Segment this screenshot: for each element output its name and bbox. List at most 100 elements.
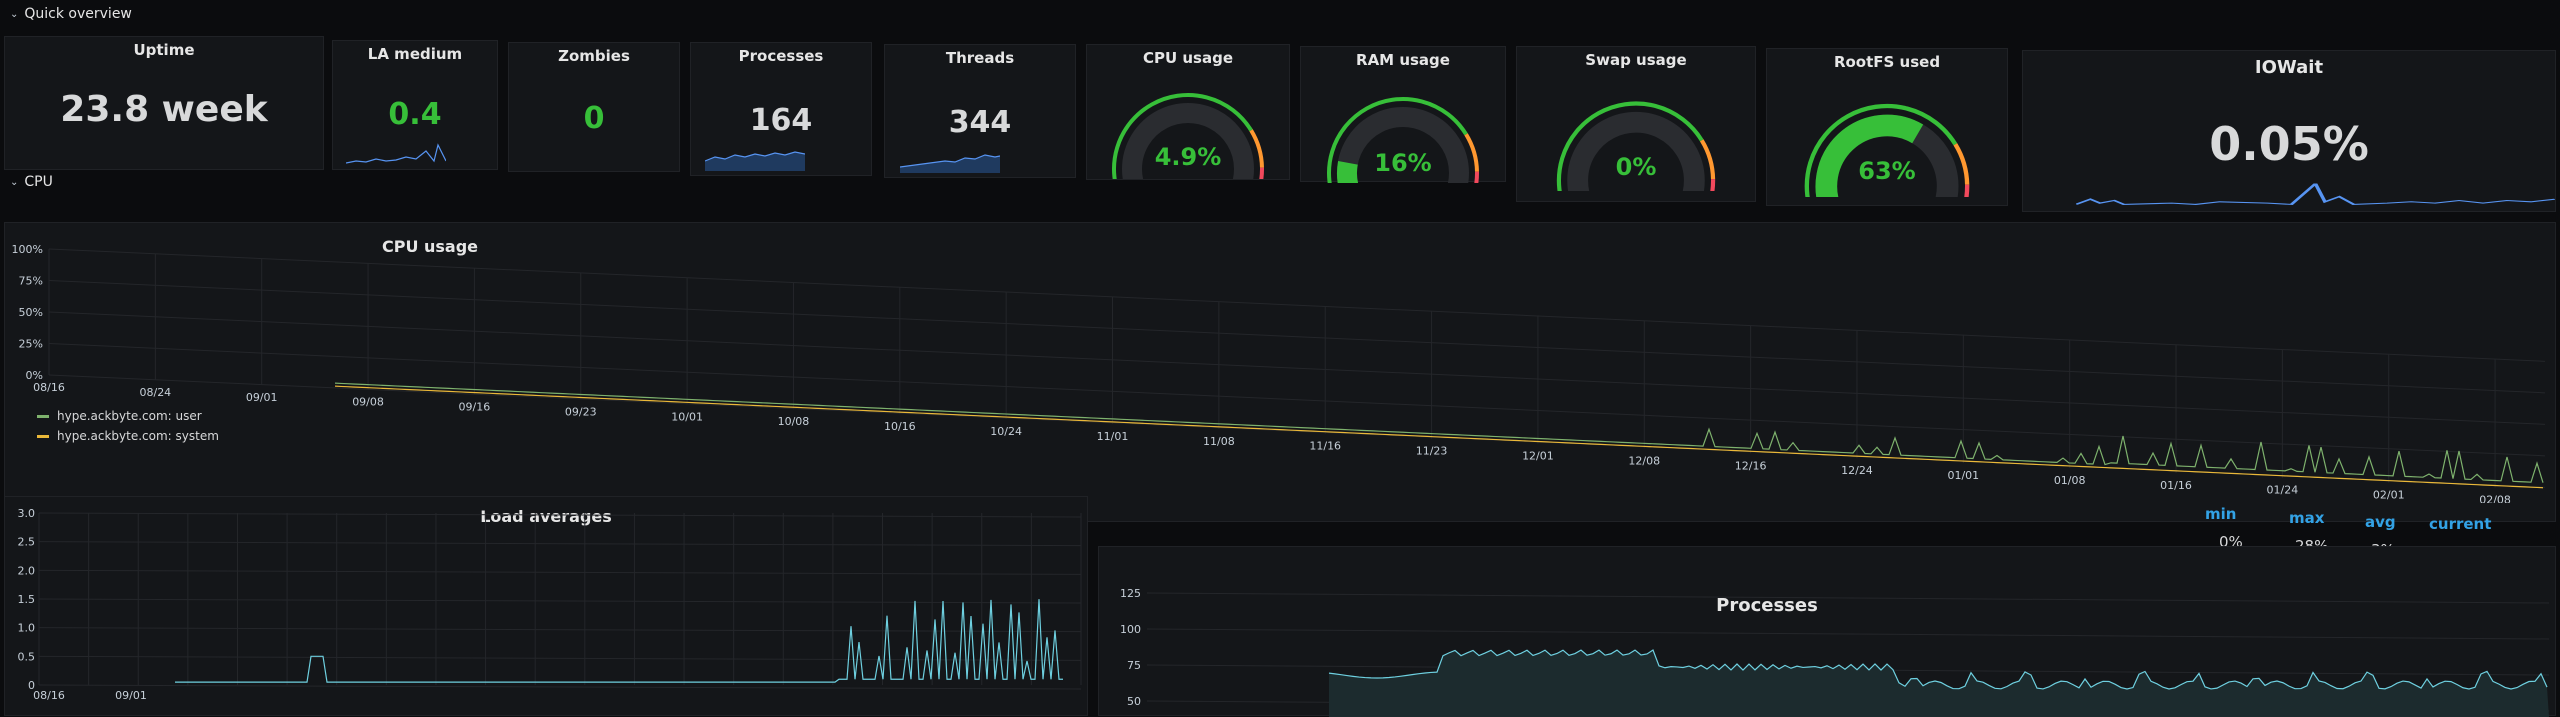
load-averages-chart-panel[interactable]: Load averages 3.0 2.5 2.0 1.5 1.0 0.5 0 08/16 09… [4,496,1088,716]
grid-line [38,541,1082,547]
la-medium-panel[interactable]: LA medium 0.4 [332,40,498,170]
gauge-value: 0% [1615,153,1657,181]
chevron-down-icon: ⌄ [10,8,19,20]
x-tick-label: 11/01 [1097,430,1129,443]
panel-title: CPU usage [1142,49,1234,67]
y-tick-label: 25% [19,338,43,351]
y-tick-label: 125 [1120,587,1141,600]
iowait-panel[interactable]: IOWait 0.05% [2022,50,2556,212]
y-tick-label: 75 [1127,659,1141,672]
zombies-panel[interactable]: Zombies 0 [508,42,680,172]
swap-usage-gauge-panel[interactable]: Swap usage 0% [1516,46,1756,202]
gauge-threshold-band [1464,133,1479,172]
legend-header-min[interactable]: min [2205,505,2237,523]
panel-title: Threads [945,49,1015,67]
y-tick-label: 1.5 [18,593,36,606]
grid-line [38,512,1082,518]
sparkline [2076,183,2555,206]
gauge-track [1122,103,1254,179]
row-cpu[interactable]: ⌄ CPU [10,174,53,190]
legend-header-avg[interactable]: avg [2365,513,2396,531]
gauge-value: 16% [1374,149,1432,177]
sparkline [346,143,447,164]
x-tick-label: 12/24 [1841,464,1873,477]
y-tick-label: 0% [26,369,43,382]
sparkline [900,154,1001,173]
gauge-arc [1804,103,1970,197]
x-tick-label: 08/16 [33,381,65,394]
grid-line [48,248,2546,362]
y-tick-label: 100 [1120,623,1141,636]
row-quick-overview[interactable]: ⌄ Quick overview [10,6,132,22]
gauge-threshold-band [1327,97,1468,183]
load-averages-chart: 3.0 2.5 2.0 1.5 1.0 0.5 008/16 09/01 [18,507,1082,702]
cpu-usage-gauge-panel[interactable]: CPU usage 4.9% [1086,44,1290,180]
grid-line [38,569,1082,575]
gauge-threshold-band [1953,143,1970,185]
uptime-panel[interactable]: Uptime 23.8 week [4,36,324,170]
panel-title: Processes [738,47,824,65]
rootfs-used-gauge-panel[interactable]: RootFS used 63% [1766,48,2008,206]
grid-line [38,598,1082,604]
gauge-threshold-band [1259,167,1264,179]
grid-line [48,280,2546,394]
legend-item-system[interactable]: hype.ackbyte.com: system [37,429,219,443]
y-tick-label: 2.5 [18,536,36,549]
grid-line [1146,628,2550,640]
row-title-label: CPU [24,174,53,190]
x-tick-label: 12/08 [1628,454,1660,467]
stat-value: 0.05% [2209,117,2369,171]
processes-chart-panel[interactable]: Processes 125 100 75 50 [1098,546,2556,717]
sparkline [705,151,806,171]
legend-label: hype.ackbyte.com: system [57,429,219,443]
series-line-load [175,599,1063,683]
grid-line [1146,592,2550,604]
y-tick-label: 0.5 [18,650,36,663]
grid-line [38,655,1082,661]
chevron-down-icon: ⌄ [10,176,19,188]
legend-header-max[interactable]: max [2289,509,2325,527]
x-tick-label: 02/01 [2373,489,2405,502]
processes-chart: 125 100 75 50 [1120,587,2550,717]
stat-value: 344 [948,105,1012,140]
panel-title: IOWait [2254,57,2324,78]
gauge-threshold-band [1112,93,1253,179]
chart-title: Processes [1716,595,1818,616]
x-tick-label: 09/23 [565,405,597,418]
gauge-fill [1815,114,1924,197]
y-tick-label: 3.0 [18,507,36,520]
panel-title: Uptime [133,41,195,59]
y-tick-label: 0 [28,679,35,692]
panel-title: RootFS used [1833,53,1941,71]
legend-item-user[interactable]: hype.ackbyte.com: user [37,409,202,423]
cpu-usage-chart-panel[interactable]: CPU usage 100% 75% 50% 25% 0% 08/16 08/24 09/01… [4,222,2556,593]
y-tick-label: 50% [19,306,43,319]
y-tick-label: 2.0 [18,564,36,577]
gauge-arc [1556,101,1716,191]
x-tick-label: 10/01 [671,410,703,423]
grid-line [38,684,1082,690]
x-tick-label: 10/08 [778,415,810,428]
gauge-threshold-band [1556,101,1704,191]
x-tick-label: 08/24 [139,386,171,399]
row-title-label: Quick overview [24,6,132,22]
series-line-processes [1328,649,2548,690]
gauge-threshold-band [1249,129,1264,168]
gauge-fill [1337,161,1359,183]
processes-panel[interactable]: Processes 164 [690,42,872,176]
series-line-user [334,382,2544,483]
gauge-threshold-band [1710,179,1716,191]
gauge-arc [1327,97,1479,183]
x-tick-label: 11/23 [1416,445,1448,458]
x-tick-label: 02/08 [2479,494,2511,503]
x-tick-label: 09/08 [352,396,384,409]
threads-panel[interactable]: Threads 344 [884,44,1076,178]
legend-header-current[interactable]: current [2429,515,2492,533]
gauge-track [1567,111,1705,191]
x-tick-label: 10/16 [884,420,916,433]
panel-title: Zombies [558,47,630,65]
y-tick-label: 100% [12,243,43,256]
legend-swatch [37,414,49,418]
ram-usage-gauge-panel[interactable]: RAM usage 16% [1300,46,1506,183]
gauge-value: 63% [1858,157,1916,185]
